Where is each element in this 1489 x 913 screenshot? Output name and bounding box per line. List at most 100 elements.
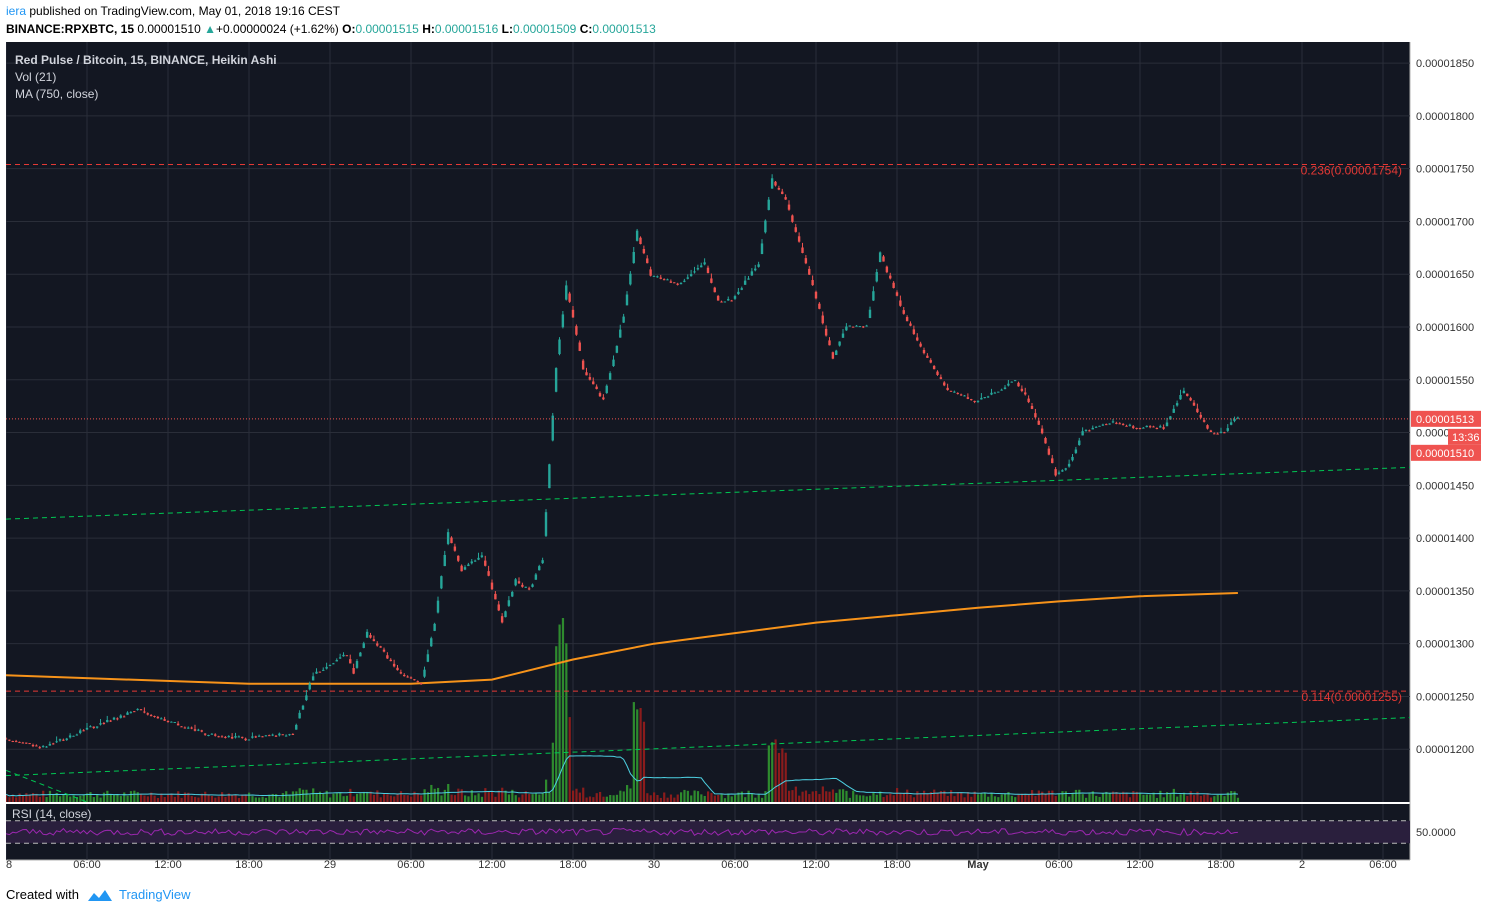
author-link[interactable]: iera (6, 4, 27, 18)
candle-body (784, 197, 787, 200)
candle-body (517, 581, 521, 584)
volume-bar (1004, 793, 1007, 802)
volume-bar (119, 796, 122, 802)
candle-body (8, 739, 11, 741)
y-tick-label: 0.00001350 (1416, 586, 1474, 598)
volume-bar (626, 785, 629, 802)
x-tick-label: 30 (648, 859, 660, 871)
volume-bar (801, 791, 804, 802)
volume-bar (1122, 791, 1125, 802)
candle-body (1115, 422, 1118, 424)
volume-bar (437, 787, 440, 802)
volume-bar (1199, 795, 1202, 802)
volume-bar (1115, 792, 1118, 802)
candle-body (156, 716, 160, 719)
candle-body (926, 355, 929, 358)
volume-bar (717, 794, 720, 802)
publish-info: iera published on TradingView.com, May 0… (6, 4, 340, 18)
candle-body (382, 649, 386, 652)
volume-bar (703, 795, 706, 802)
x-tick-label: 06:00 (1045, 859, 1073, 871)
candle-body (224, 736, 227, 738)
volume-bar (615, 794, 619, 802)
volume-bar (916, 791, 919, 802)
tradingview-link[interactable]: TradingView (118, 887, 191, 902)
y-tick-label: 0.00001750 (1416, 164, 1474, 176)
candle-body (284, 735, 288, 737)
candle-body (487, 571, 490, 576)
volume-bar (113, 794, 116, 802)
volume-bar (750, 793, 754, 802)
candle-body (922, 349, 926, 354)
volume-bar (1223, 796, 1226, 802)
candle-body (862, 326, 865, 328)
candle-body (598, 393, 602, 397)
volume-bar (197, 797, 200, 802)
candle-body (551, 415, 554, 441)
volume-bar (123, 792, 126, 802)
volume-bar (1162, 797, 1165, 802)
volume-bar (383, 794, 386, 802)
volume-bar (507, 794, 511, 802)
volume-bar (1064, 791, 1067, 802)
volume-bar (831, 789, 835, 802)
volume-bar (376, 790, 379, 802)
candle-body (976, 400, 980, 402)
candle-body (122, 716, 126, 718)
volume-bar (963, 797, 966, 802)
candle-body (571, 309, 575, 318)
candle-body (757, 264, 760, 267)
last-price: 0.00001510 (137, 22, 201, 36)
candle-body (696, 268, 700, 270)
volume-bar (173, 796, 176, 802)
candle-body (619, 329, 622, 338)
volume-bar (261, 796, 264, 802)
volume-bar (939, 791, 943, 802)
countdown-box (1448, 428, 1481, 445)
volume-bar (1095, 795, 1098, 802)
volume-bar (285, 791, 288, 802)
candle-body (160, 718, 163, 720)
volume-bar (194, 796, 197, 802)
volume-bar (524, 791, 527, 802)
candle-body (1189, 398, 1192, 401)
candle-body (1027, 398, 1030, 403)
candle-body (912, 329, 916, 335)
rsi-legend: RSI (14, close) (12, 807, 91, 821)
volume-bar (1226, 792, 1229, 802)
volume-bar (1203, 794, 1206, 802)
price-chart[interactable]: 0.00001850 0.00001800 0.00001750 0.00001700… (6, 42, 1483, 880)
volume-bar (804, 790, 808, 802)
candle-body (764, 220, 767, 233)
candle-body (872, 291, 875, 301)
candle-body (166, 720, 170, 722)
volume-bar (65, 793, 68, 802)
candle-body (1132, 426, 1135, 428)
volume-bar (359, 793, 362, 802)
volume-bar (1193, 795, 1196, 802)
volume-bar (129, 791, 133, 802)
published-text: published on TradingView.com, May 01, 20… (29, 4, 340, 18)
volume-bar (892, 795, 895, 802)
candle-body (1098, 425, 1101, 427)
candle-body (568, 293, 571, 302)
candle-body (791, 215, 794, 222)
candle-body (133, 711, 136, 713)
candle-body (919, 343, 922, 347)
volume-bar (281, 793, 284, 802)
volume-bar (302, 789, 305, 802)
candle-body (889, 275, 892, 279)
candle-body (841, 333, 845, 338)
volume-bar (899, 793, 902, 802)
volume-bar (423, 789, 426, 802)
candle-body (264, 735, 268, 737)
y-tick-label: 0.00001400 (1416, 533, 1474, 545)
candle-body (676, 283, 679, 285)
candle-body (625, 294, 629, 306)
volume-bar (639, 708, 642, 802)
l-value: 0.00001509 (512, 22, 577, 36)
volume-bar (973, 791, 976, 802)
volume-bar (312, 788, 315, 802)
volume-bar (723, 798, 727, 802)
candle-body (649, 269, 652, 276)
